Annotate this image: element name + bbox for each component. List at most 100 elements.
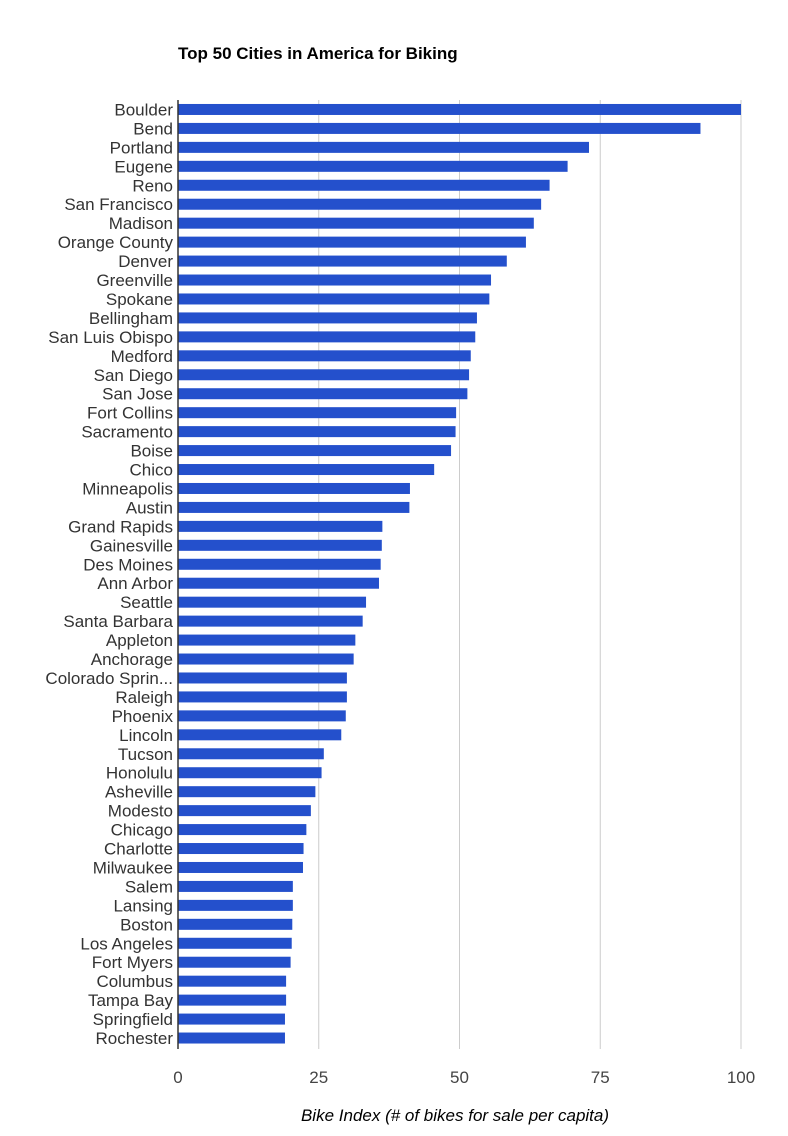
category-label: Rochester: [96, 1029, 174, 1048]
category-label: Lansing: [113, 896, 173, 915]
bar: [178, 312, 477, 324]
bar: [178, 464, 435, 476]
category-label: Lincoln: [119, 726, 173, 745]
bar: [178, 786, 316, 798]
category-label: Sacramento: [81, 423, 173, 442]
category-label: San Diego: [94, 366, 173, 385]
chart-title: Top 50 Cities in America for Biking: [178, 44, 458, 63]
bar: [178, 672, 347, 684]
bar: [178, 426, 456, 438]
bar: [178, 767, 322, 779]
bar: [178, 160, 568, 172]
bar: [178, 407, 457, 419]
category-label: Phoenix: [112, 707, 174, 726]
bar: [178, 843, 304, 855]
bar: [178, 198, 542, 210]
bar: [178, 805, 311, 817]
bar: [178, 956, 291, 968]
bar: [178, 824, 307, 836]
category-label: Milwaukee: [93, 858, 173, 877]
category-label: Chico: [130, 461, 173, 480]
bar: [178, 179, 550, 191]
bar: [178, 558, 381, 570]
bar: [178, 577, 379, 589]
x-axis-label: Bike Index (# of bikes for sale per capi…: [301, 1106, 609, 1125]
bar: [178, 388, 468, 400]
category-label: Bellingham: [89, 309, 173, 328]
category-label: Boston: [120, 915, 173, 934]
x-tick-label: 25: [309, 1068, 328, 1087]
bar: [178, 236, 526, 248]
bar: [178, 445, 452, 457]
bar: [178, 122, 701, 134]
category-label: Tucson: [118, 745, 173, 764]
category-label: Austin: [126, 498, 173, 517]
bar: [178, 615, 363, 627]
category-label: Chicago: [111, 821, 173, 840]
bar: [178, 691, 347, 703]
category-label: Los Angeles: [80, 934, 173, 953]
category-label: Orange County: [58, 233, 174, 252]
category-label: Springfield: [93, 1010, 173, 1029]
bar: [178, 482, 410, 494]
category-label: Madison: [109, 214, 173, 233]
bar: [178, 861, 303, 873]
category-label: Minneapolis: [82, 479, 173, 498]
bar: [178, 634, 356, 646]
bar: [178, 975, 287, 987]
bar: [178, 994, 287, 1006]
bar: [178, 141, 589, 153]
category-label: Greenville: [96, 271, 173, 290]
bar: [178, 710, 346, 722]
category-label: Boulder: [114, 100, 173, 119]
bar: [178, 653, 354, 665]
bar: [178, 899, 293, 911]
category-label: Anchorage: [91, 650, 173, 669]
bar: [178, 274, 492, 286]
bar: [178, 880, 293, 892]
bar: [178, 918, 293, 930]
category-label: Honolulu: [106, 764, 173, 783]
category-label: Raleigh: [115, 688, 173, 707]
bar: [178, 520, 383, 532]
category-label: Appleton: [106, 631, 173, 650]
bar: [178, 596, 367, 608]
category-label: Asheville: [105, 783, 173, 802]
x-tick-label: 0: [173, 1068, 182, 1087]
bar: [178, 350, 471, 362]
category-label: Seattle: [120, 593, 173, 612]
bar: [178, 103, 741, 115]
category-label: San Francisco: [64, 195, 173, 214]
category-label: Modesto: [108, 802, 173, 821]
bar: [178, 539, 382, 551]
category-label: Columbus: [96, 972, 173, 991]
x-tick-label: 50: [450, 1068, 469, 1087]
bar: [178, 255, 507, 267]
category-label: Denver: [118, 252, 173, 271]
bar: [178, 1013, 285, 1025]
bar: [178, 217, 534, 229]
bar: [178, 501, 410, 513]
bar: [178, 937, 292, 949]
category-label: Spokane: [106, 290, 173, 309]
category-label: Boise: [130, 442, 173, 461]
category-label: San Luis Obispo: [48, 328, 173, 347]
x-tick-label: 100: [727, 1068, 755, 1087]
category-label: Fort Collins: [87, 404, 173, 423]
category-label: Des Moines: [83, 555, 173, 574]
category-label: Bend: [133, 119, 173, 138]
category-label: Gainesville: [90, 536, 173, 555]
category-label: Portland: [110, 138, 173, 157]
x-tick-labels: 0 25 50 75 100: [173, 1068, 755, 1087]
bar: [178, 369, 470, 381]
category-label: Medford: [111, 347, 173, 366]
category-label: Eugene: [114, 157, 173, 176]
x-tick-label: 75: [591, 1068, 610, 1087]
bar: [178, 331, 476, 343]
category-label: Santa Barbara: [63, 612, 173, 631]
bar: [178, 748, 324, 760]
category-label: Charlotte: [104, 840, 173, 859]
category-label: San Jose: [102, 385, 173, 404]
